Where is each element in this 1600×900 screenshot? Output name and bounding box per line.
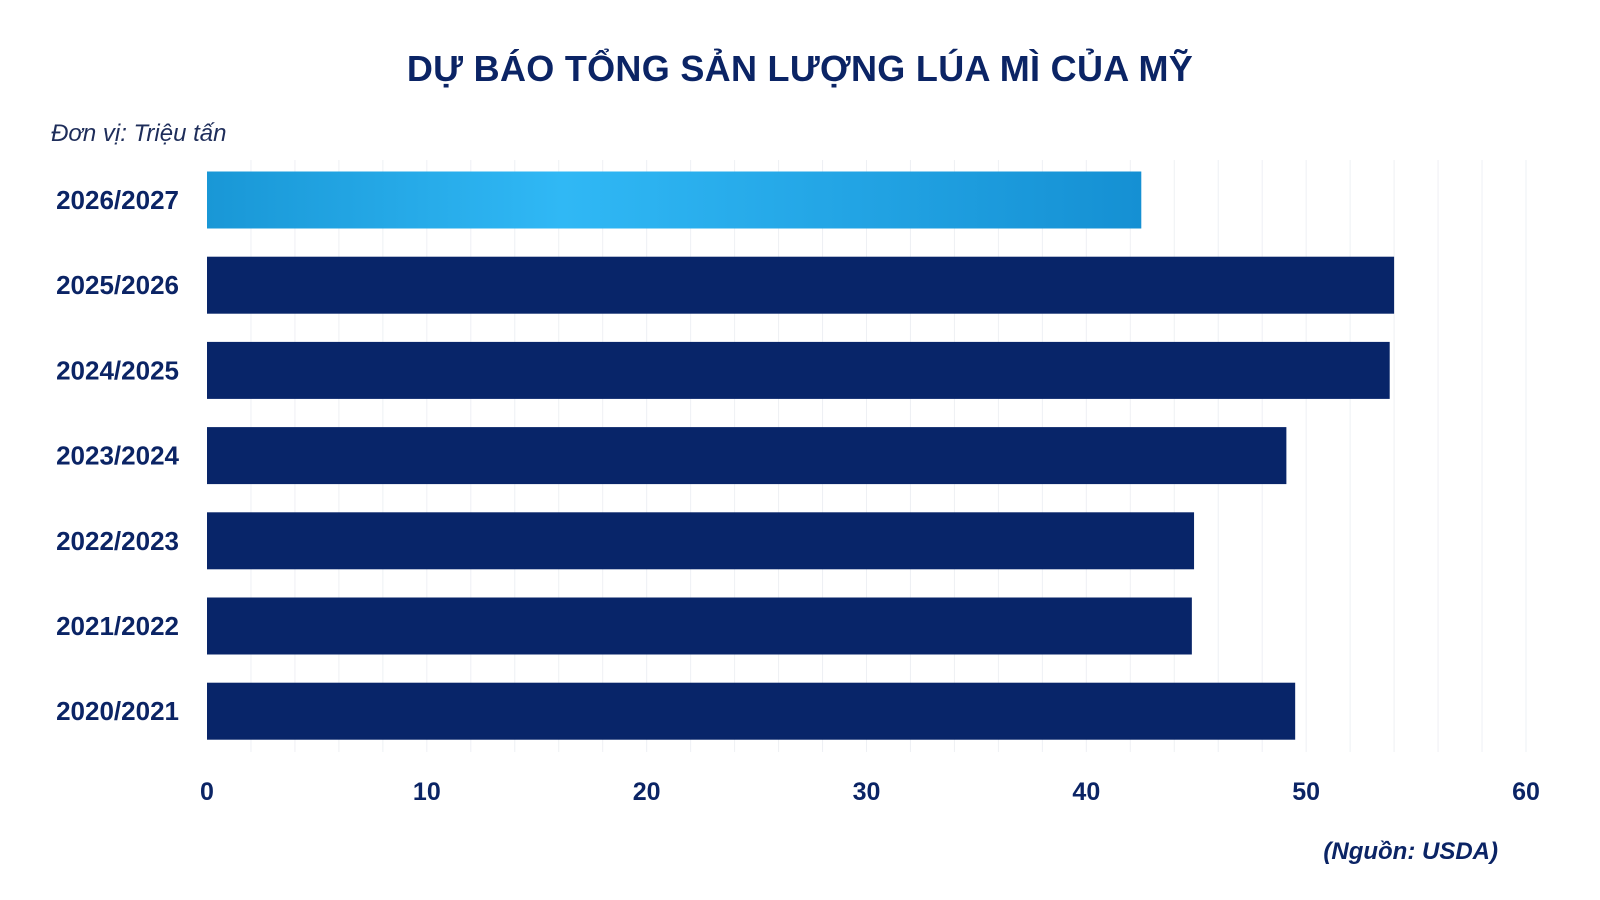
bar-2026-2027 [207, 171, 1142, 229]
category-labels: 2026/2027 2025/2026 2024/2025 2023/2024 2022… [56, 185, 179, 726]
bar-2022-2023 [207, 512, 1195, 570]
category-label: 2023/2024 [56, 441, 179, 471]
bar-2023-2024 [207, 427, 1287, 485]
bar-2025-2026 [207, 256, 1395, 314]
category-label: 2026/2027 [56, 185, 179, 215]
category-label: 2025/2026 [56, 270, 179, 300]
source-label: (Nguồn: USDA) [1323, 838, 1498, 865]
unit-label: Đơn vị: Triệu tấn [51, 120, 227, 147]
x-tick-label: 0 [200, 778, 214, 806]
bars [207, 171, 1395, 740]
bar-2024-2025 [207, 341, 1390, 399]
x-tick-label: 20 [633, 778, 661, 806]
x-tick-label: 40 [1072, 778, 1100, 806]
bar-2021-2022 [207, 597, 1192, 655]
x-axis-ticks: 0 10 20 30 40 50 60 [200, 778, 1540, 806]
x-tick-label: 30 [853, 778, 881, 806]
category-label: 2024/2025 [56, 355, 179, 385]
category-label: 2021/2022 [56, 611, 179, 641]
chart-title: DỰ BÁO TỔNG SẢN LƯỢNG LÚA MÌ CỦA MỸ [406, 48, 1194, 89]
x-tick-label: 50 [1292, 778, 1320, 806]
category-label: 2020/2021 [56, 696, 179, 726]
x-tick-label: 10 [413, 778, 441, 806]
category-label: 2022/2023 [56, 526, 179, 556]
bar-2020-2021 [207, 682, 1296, 740]
x-tick-label: 60 [1512, 778, 1540, 806]
